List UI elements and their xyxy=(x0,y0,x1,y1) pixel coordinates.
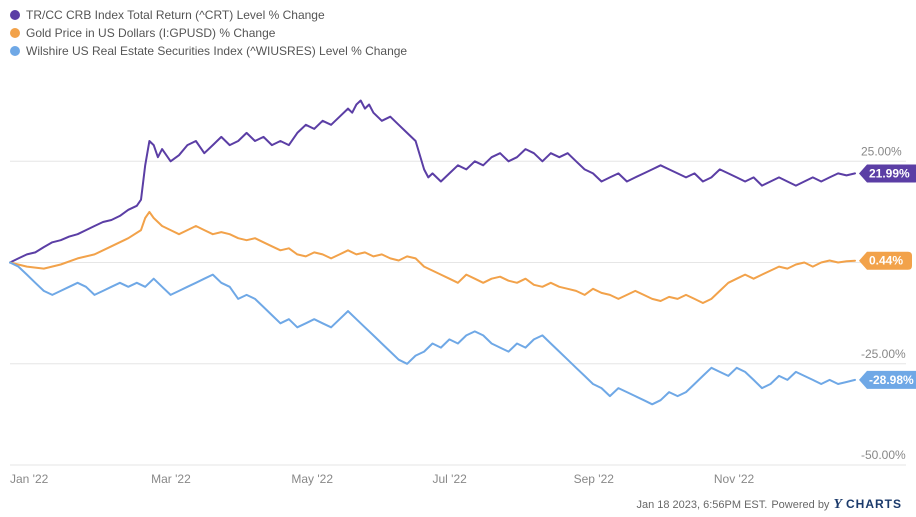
legend: TR/CC CRB Index Total Return (^CRT) Leve… xyxy=(10,6,407,60)
svg-text:Mar '22: Mar '22 xyxy=(151,472,191,486)
swatch-icon xyxy=(10,46,20,56)
chart-svg: 25.00% -25.00% -50.00% Jan '22 Mar '22 May '2… xyxy=(0,0,916,517)
brand-y-icon: Y xyxy=(833,497,842,513)
chart-footer: Jan 18 2023, 6:56PM EST. Powered by Y CHA… xyxy=(636,497,902,513)
legend-item-gold: Gold Price in US Dollars (I:GPUSD) % Cha… xyxy=(10,24,407,42)
svg-text:-25.00%: -25.00% xyxy=(861,347,906,361)
svg-text:21.99%: 21.99% xyxy=(869,166,910,180)
swatch-icon xyxy=(10,28,20,38)
swatch-icon xyxy=(10,10,20,20)
footer-powered: Powered by xyxy=(771,499,829,511)
legend-item-crt: TR/CC CRB Index Total Return (^CRT) Leve… xyxy=(10,6,407,24)
chart-container: TR/CC CRB Index Total Return (^CRT) Leve… xyxy=(0,0,916,517)
legend-item-wilshire: Wilshire US Real Estate Securities Index… xyxy=(10,42,407,60)
legend-label: Wilshire US Real Estate Securities Index… xyxy=(26,42,407,60)
svg-text:May '22: May '22 xyxy=(291,472,333,486)
brand-text: CHARTS xyxy=(846,497,902,511)
svg-text:-28.98%: -28.98% xyxy=(869,373,914,387)
svg-text:Jan '22: Jan '22 xyxy=(10,472,49,486)
footer-timestamp: Jan 18 2023, 6:56PM EST. xyxy=(636,499,767,511)
svg-text:25.00%: 25.00% xyxy=(861,144,902,158)
legend-label: Gold Price in US Dollars (I:GPUSD) % Cha… xyxy=(26,24,275,42)
svg-text:Nov '22: Nov '22 xyxy=(714,472,755,486)
legend-label: TR/CC CRB Index Total Return (^CRT) Leve… xyxy=(26,6,325,24)
svg-text:Sep '22: Sep '22 xyxy=(574,472,615,486)
svg-text:0.44%: 0.44% xyxy=(869,254,903,268)
svg-text:Jul '22: Jul '22 xyxy=(433,472,468,486)
svg-text:-50.00%: -50.00% xyxy=(861,448,906,462)
